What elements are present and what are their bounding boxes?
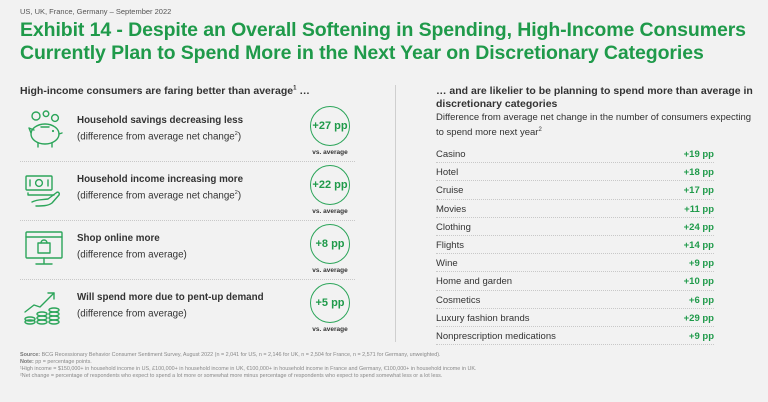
note-text: pp = percentage points.	[33, 359, 92, 365]
metric-row-savings: Household savings decreasing less (differ…	[20, 104, 355, 162]
metric-detail-end-income: )	[237, 189, 242, 201]
category-value: +10 pp	[683, 276, 714, 288]
table-row: Cruise +17 pp	[436, 181, 714, 200]
eyebrow: US, UK, France, Germany – September 2022	[20, 7, 172, 16]
left-heading-suffix: …	[296, 85, 310, 97]
row-divider	[20, 279, 355, 280]
category-value: +6 pp	[688, 294, 714, 306]
vs-average-label: vs. average	[312, 208, 348, 215]
metric-detail-savings: (difference from average net change	[77, 130, 235, 142]
category-value: +24 pp	[683, 221, 714, 233]
table-row: Wine +9 pp	[436, 254, 714, 273]
category-label: Luxury fashion brands	[436, 312, 530, 324]
metric-value-online: +8 pp	[310, 224, 350, 264]
category-value: +11 pp	[684, 203, 714, 215]
metric-row-pent-up: Will spend more due to pent-up demand (di…	[20, 281, 355, 341]
right-subheading: Difference from average net change in th…	[436, 112, 756, 139]
source-label: Source:	[20, 352, 41, 358]
category-label: Nonprescription medications	[436, 330, 556, 342]
metric-label-savings: Household savings decreasing less (differ…	[77, 115, 243, 143]
table-row: Clothing +24 pp	[436, 218, 714, 236]
table-row: Nonprescription medications +9 pp	[436, 327, 714, 346]
right-subheading-text: Difference from average net change in th…	[436, 112, 752, 139]
table-row: Movies +11 pp	[436, 200, 714, 218]
row-divider	[20, 161, 355, 162]
row-divider	[20, 220, 355, 221]
metric-label-income: Household income increasing more (differe…	[77, 174, 243, 202]
vs-average-label: vs. average	[312, 149, 348, 156]
table-row: Casino +19 pp	[436, 145, 714, 164]
right-heading: … and are likelier to be planning to spe…	[436, 85, 753, 110]
category-label: Wine	[436, 258, 458, 270]
category-label: Movies	[436, 203, 467, 215]
metric-label-pent-up: Will spend more due to pent-up demand (di…	[77, 292, 264, 320]
column-divider	[395, 85, 396, 342]
category-value: +17 pp	[683, 185, 714, 197]
category-value: +19 pp	[683, 149, 714, 160]
table-row: Hotel +18 pp	[436, 163, 714, 182]
metric-row-income: Household income increasing more (differe…	[20, 163, 355, 221]
metric-row-online: Shop online more (difference from average…	[20, 222, 355, 280]
category-value: +14 pp	[683, 239, 714, 251]
table-row: Home and garden +10 pp	[436, 272, 714, 291]
right-subheading-sup: 2	[538, 127, 542, 133]
table-row: Luxury fashion brands +29 pp	[436, 309, 714, 327]
table-row: Flights +14 pp	[436, 236, 714, 255]
category-label: Cosmetics	[436, 294, 481, 306]
metric-detail-online: (difference from average)	[77, 248, 187, 260]
metric-detail-pent-up: (difference from average)	[77, 307, 187, 319]
metric-value-pent-up: +5 pp	[310, 283, 350, 323]
category-label: Cruise	[436, 185, 464, 197]
left-heading: High-income consumers are faring better …	[20, 85, 310, 97]
rising-coins-icon	[24, 292, 60, 325]
category-value: +9 pp	[688, 258, 714, 270]
category-label: Casino	[436, 149, 466, 160]
metric-title-income: Household income increasing more	[77, 174, 244, 185]
piggy-bank-icon	[28, 110, 63, 148]
cash-hand-icon	[25, 175, 60, 207]
vs-average-label: vs. average	[312, 326, 348, 333]
metric-detail-sup-income: 2	[234, 189, 238, 196]
online-shopping-icon	[25, 231, 63, 265]
category-label: Clothing	[436, 221, 471, 233]
metric-title-savings: Household savings decreasing less	[77, 115, 244, 126]
page-title: Exhibit 14 - Despite an Overall Softenin…	[20, 19, 746, 64]
metric-value-income: +22 pp	[310, 165, 350, 205]
left-heading-sup: 1	[293, 85, 297, 92]
category-label: Hotel	[436, 167, 459, 179]
metric-title-pent-up: Will spend more due to pent-up demand	[77, 292, 264, 303]
category-label: Flights	[436, 239, 464, 251]
category-value: +18 pp	[683, 167, 714, 179]
footnote-source: Source: BCG Recessionary Behavior Consum…	[20, 352, 760, 359]
footnote-1: ¹High income = $150,000+ in household in…	[20, 366, 477, 372]
category-label: Home and garden	[436, 276, 513, 288]
footnote-note: Note: pp = percentage points.	[20, 359, 760, 366]
left-heading-text: High-income consumers are faring better …	[20, 85, 294, 97]
category-value: +9 pp	[688, 330, 714, 342]
footnote-2: ²Net change = percentage of respondents …	[20, 373, 443, 379]
metric-detail-sup-savings: 2	[234, 130, 238, 137]
table-row: Cosmetics +6 pp	[436, 291, 714, 309]
metric-detail-end-savings: )	[237, 130, 242, 142]
note-label: Note:	[20, 359, 34, 365]
metric-label-online: Shop online more (difference from average…	[77, 233, 187, 261]
category-table: Casino +19 pp Hotel +18 pp Cruise +17 pp Movie…	[436, 145, 714, 346]
category-value: +29 pp	[683, 312, 714, 324]
metric-title-online: Shop online more	[77, 233, 160, 244]
metric-detail-income: (difference from average net change	[77, 189, 235, 201]
metric-value-savings: +27 pp	[310, 106, 350, 146]
source-text: BCG Recessionary Behavior Consumer Senti…	[40, 352, 441, 358]
vs-average-label: vs. average	[312, 267, 348, 274]
